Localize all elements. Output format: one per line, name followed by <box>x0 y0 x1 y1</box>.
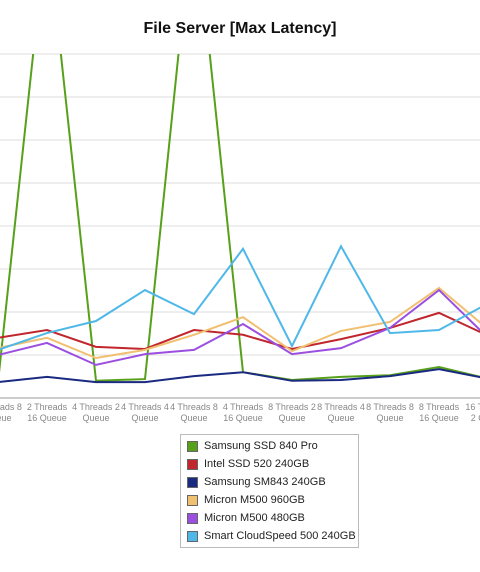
series-line <box>0 244 480 351</box>
legend-label: Micron M500 960GB <box>204 494 305 506</box>
x-tick-label: 8 Threads 8 Queue <box>366 402 414 423</box>
x-tick-label: 8 Threads 16 Queue <box>418 402 460 423</box>
legend-swatch <box>187 440 198 452</box>
legend-swatch <box>187 476 198 488</box>
legend-swatch <box>187 494 198 506</box>
series-line <box>0 368 480 384</box>
x-tick-label: 4 Threads 4 Queue <box>121 402 169 423</box>
legend-label: Samsung SM843 240GB <box>204 476 326 488</box>
legend-item: Micron M500 960GB <box>181 491 358 509</box>
x-tick-label: 4 Threads 16 Queue <box>222 402 264 423</box>
x-tick-label: 16 Threads 2 Queue <box>465 402 480 423</box>
chart-title: File Server [Max Latency] <box>144 20 337 37</box>
x-tick-label: 8 Threads 2 Queue <box>268 402 316 423</box>
legend-swatch <box>187 512 198 524</box>
series-line <box>0 288 480 366</box>
x-tick-label: 2 Threads 16 Queue <box>26 402 68 423</box>
x-tick-label: 4 Threads 2 Queue <box>72 402 120 423</box>
legend-item: Intel SSD 520 240GB <box>181 455 358 473</box>
x-tick-label: 8 Threads 4 Queue <box>317 402 365 423</box>
legend-label: Smart CloudSpeed 500 240GB <box>204 530 356 542</box>
legend-swatch <box>187 458 198 470</box>
x-tick-label: 2 Threads 8 Queue <box>0 402 22 423</box>
legend-label: Samsung SSD 840 Pro <box>204 440 318 452</box>
series-line <box>0 311 480 351</box>
legend-item: Samsung SM843 240GB <box>181 473 358 491</box>
legend-label: Intel SSD 520 240GB <box>204 458 310 470</box>
legend-label: Micron M500 480GB <box>204 512 305 524</box>
legend: Samsung SSD 840 Pro Intel SSD 520 240GB Sa… <box>180 434 359 548</box>
legend-item: Samsung SSD 840 Pro <box>181 437 358 455</box>
legend-swatch <box>187 530 198 542</box>
series-line <box>0 286 480 360</box>
legend-item: Micron M500 480GB <box>181 509 358 527</box>
legend-item: Smart CloudSpeed 500 240GB <box>181 527 358 545</box>
x-tick-label: 4 Threads 8 Queue <box>170 402 218 423</box>
